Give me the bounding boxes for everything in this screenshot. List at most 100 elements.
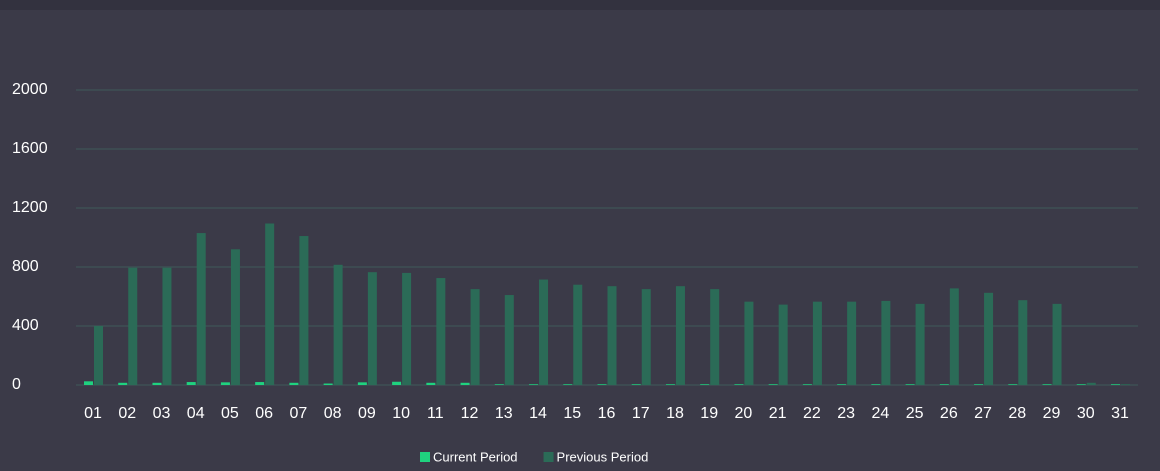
y-tick-label: 1200: [12, 199, 48, 216]
bar: [460, 382, 470, 385]
x-tick-label: 10: [392, 405, 410, 422]
x-tick-label: 23: [837, 405, 855, 422]
bar: [1052, 303, 1062, 385]
bar: [1008, 384, 1018, 385]
bar: [700, 384, 710, 385]
y-tick-label: 800: [12, 258, 39, 275]
bar: [392, 381, 402, 385]
x-tick-label: 17: [632, 405, 650, 422]
x-tick-label: 16: [598, 405, 616, 422]
bar: [778, 304, 788, 385]
bar: [1111, 384, 1120, 385]
x-tick-label: 20: [735, 405, 753, 422]
bar: [539, 279, 549, 385]
bar: [939, 384, 949, 385]
bar: [905, 384, 915, 385]
x-tick-label: 13: [495, 405, 513, 422]
x-tick-label: 14: [529, 405, 547, 422]
legend-label: Previous Period: [557, 449, 649, 464]
x-tick-label: 24: [871, 405, 889, 422]
x-tick-label: 02: [118, 405, 136, 422]
bar: [881, 300, 891, 385]
bar: [333, 264, 343, 385]
x-tick-label: 04: [187, 405, 205, 422]
bar: [84, 381, 93, 385]
bar: [426, 382, 436, 385]
legend-swatch: [543, 452, 554, 462]
bar: [631, 384, 641, 385]
bar: [1086, 382, 1096, 385]
bar: [675, 286, 685, 385]
x-tick-label: 03: [153, 405, 171, 422]
legend-swatch: [420, 452, 430, 462]
bar: [597, 384, 607, 385]
bar: [812, 301, 822, 385]
y-tick-label: 0: [12, 376, 21, 393]
bar: [710, 289, 720, 385]
y-tick-label: 1600: [12, 140, 48, 157]
bar: [573, 284, 583, 385]
bar: [665, 384, 675, 385]
bar: [323, 383, 333, 385]
x-tick-label: 11: [427, 405, 444, 422]
y-tick-label: 400: [12, 317, 39, 334]
bar: [367, 272, 377, 385]
x-tick-label: 31: [1111, 405, 1129, 422]
bar: [563, 384, 573, 385]
x-tick-label: 22: [803, 405, 821, 422]
x-tick-label: 18: [666, 405, 684, 422]
x-tick-label: 27: [974, 405, 992, 422]
bar: [230, 249, 240, 385]
bar: [162, 267, 172, 385]
bar: [128, 267, 138, 385]
bar: [299, 236, 309, 385]
bar: [289, 382, 299, 385]
x-tick-label: 07: [290, 405, 308, 422]
x-tick-label: 15: [563, 405, 581, 422]
x-tick-label: 25: [906, 405, 924, 422]
bar: [357, 382, 367, 385]
bar: [915, 303, 925, 385]
bar: [436, 278, 446, 385]
bar: [529, 384, 539, 385]
bar: [1018, 300, 1028, 385]
bar: [265, 223, 275, 385]
bar: [607, 286, 617, 385]
bar: [196, 233, 206, 385]
x-tick-label: 12: [461, 405, 479, 422]
x-tick-label: 29: [1043, 405, 1061, 422]
bar: [94, 326, 103, 385]
top-strip: [0, 0, 1160, 10]
bar: [1042, 384, 1052, 385]
bar: [949, 288, 959, 385]
bar: [402, 272, 412, 385]
bar: [871, 384, 881, 385]
x-tick-label: 08: [324, 405, 342, 422]
bar: [118, 382, 128, 385]
x-tick-label: 28: [1008, 405, 1026, 422]
x-tick-label: 06: [255, 405, 273, 422]
x-tick-label: 30: [1077, 405, 1095, 422]
bar: [152, 382, 162, 385]
bar: [974, 384, 984, 385]
bar: [768, 384, 778, 385]
bar: [220, 382, 230, 385]
bar: [255, 382, 265, 385]
bar: [847, 301, 857, 385]
legend-label: Current Period: [433, 449, 518, 464]
y-tick-label: 2000: [12, 81, 48, 98]
bar: [470, 289, 480, 385]
bar: [494, 384, 504, 385]
bar: [984, 292, 994, 385]
x-tick-label: 26: [940, 405, 958, 422]
bar: [802, 384, 812, 385]
bar: [504, 295, 514, 385]
bar: [186, 382, 196, 385]
bar: [837, 384, 847, 385]
x-tick-label: 09: [358, 405, 376, 422]
bar: [744, 301, 754, 385]
bar: [641, 289, 651, 385]
x-tick-label: 19: [700, 405, 718, 422]
bar: [1076, 384, 1086, 385]
